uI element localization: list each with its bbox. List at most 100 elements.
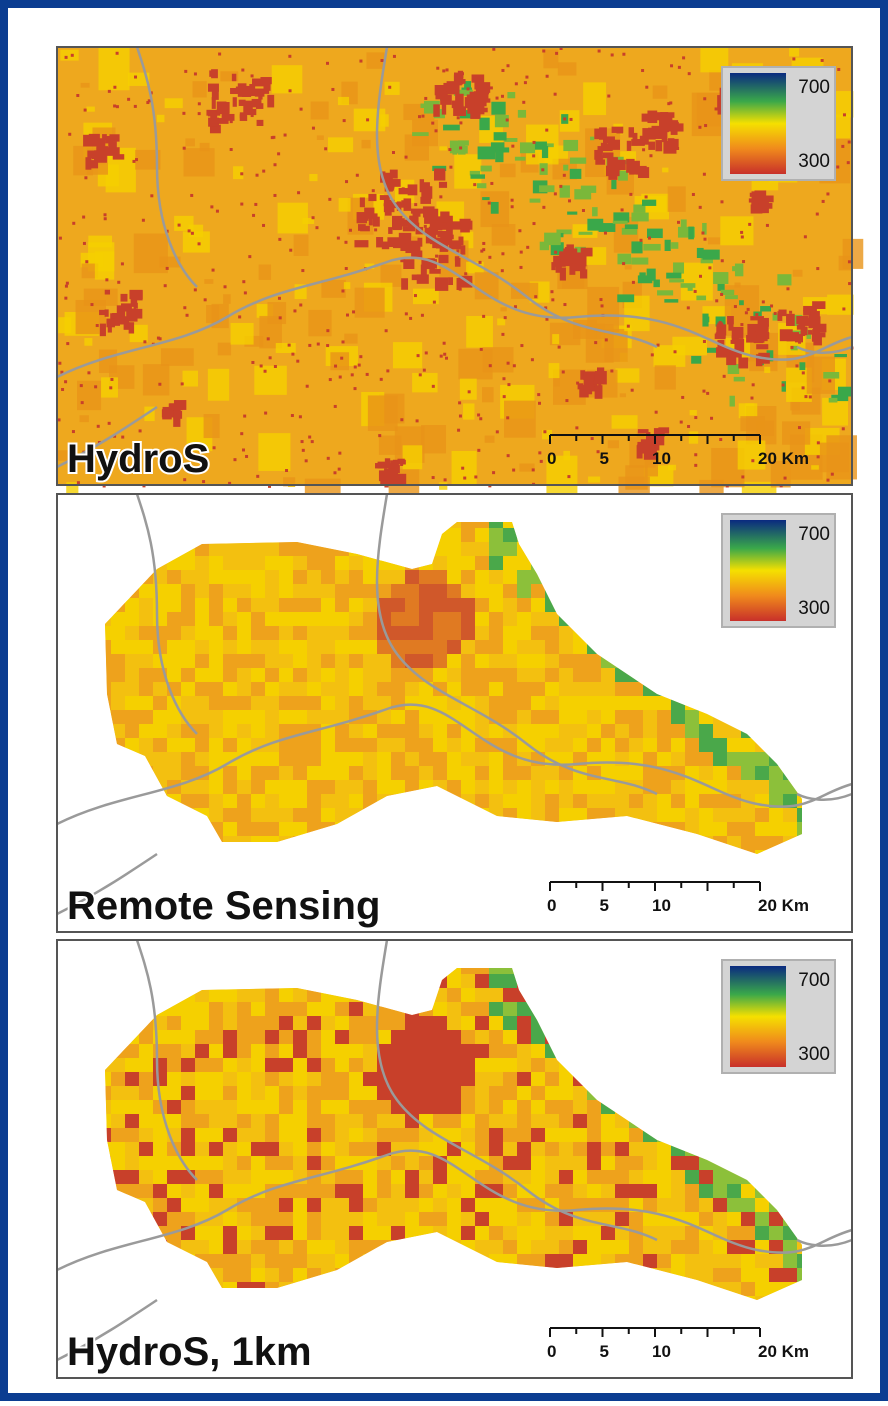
raster-cell — [307, 1226, 321, 1240]
urban-cell — [520, 251, 523, 254]
raster-cell — [209, 1254, 223, 1268]
raster-cell — [279, 1002, 293, 1016]
raster-cell — [307, 584, 321, 598]
urban-cell — [302, 449, 305, 452]
urban-cell — [423, 369, 426, 372]
raster-cell — [489, 542, 503, 556]
urban-cell — [532, 154, 535, 157]
raster-cell — [685, 710, 699, 724]
raster-cell — [265, 780, 279, 794]
urban-cell — [291, 353, 294, 356]
raster-cell — [489, 682, 503, 696]
urban-cell — [190, 194, 193, 197]
raster-cell — [503, 738, 517, 752]
raster-cell — [601, 1226, 615, 1240]
raster-cell — [377, 1128, 391, 1142]
raster-cell — [167, 1100, 181, 1114]
urban-cell — [349, 229, 352, 232]
raster-cell — [153, 626, 167, 640]
raster-cell — [405, 1198, 419, 1212]
raster-cell — [181, 612, 195, 626]
urban-cell — [841, 145, 844, 148]
urban-cell — [186, 314, 189, 317]
raster-cell — [209, 1044, 223, 1058]
raster-cell — [237, 766, 251, 780]
raster-cell — [237, 598, 251, 612]
raster-cell — [783, 1254, 797, 1268]
raster-cell — [447, 1016, 461, 1030]
urban-cell — [580, 259, 586, 271]
raster-cell — [335, 640, 349, 654]
raster-cell — [559, 1114, 573, 1128]
raster-cell — [335, 556, 349, 570]
raster-cell — [293, 766, 307, 780]
raster-cell — [741, 1212, 755, 1226]
raster-cell — [489, 1240, 503, 1254]
urban-cell — [181, 382, 184, 385]
raster-cell — [209, 1128, 223, 1142]
raster-cell — [223, 1170, 237, 1184]
raster-cell — [643, 794, 657, 808]
raster-cell — [183, 371, 198, 387]
raster-cell — [699, 724, 713, 738]
raster-cell — [559, 1226, 573, 1240]
urban-cell — [480, 250, 483, 253]
raster-cell — [223, 570, 237, 584]
urban-cell — [545, 129, 548, 132]
raster-cell — [475, 570, 489, 584]
urban-cell — [289, 249, 292, 252]
raster-cell — [237, 1072, 251, 1086]
raster-cell — [209, 808, 223, 822]
raster-cell — [237, 1114, 251, 1128]
urban-cell — [188, 229, 191, 232]
raster-cell — [727, 1268, 741, 1282]
raster-cell — [251, 822, 265, 836]
raster-cell — [699, 1170, 713, 1184]
raster-cell — [279, 626, 293, 640]
raster-cell — [335, 794, 349, 808]
raster-cell — [443, 125, 460, 131]
raster-cell — [391, 1072, 405, 1086]
raster-cell — [433, 668, 447, 682]
urban-cell — [704, 124, 707, 127]
raster-cell — [559, 1254, 573, 1268]
raster-cell — [421, 425, 446, 453]
raster-cell — [433, 1212, 447, 1226]
raster-cell — [279, 1254, 293, 1268]
urban-cell — [134, 76, 137, 79]
raster-cell — [209, 1058, 223, 1072]
raster-cell — [195, 598, 209, 612]
urban-cell — [105, 290, 110, 295]
raster-cell — [391, 1044, 405, 1058]
raster-cell — [363, 668, 377, 682]
raster-cell — [601, 724, 615, 738]
raster-cell — [223, 1254, 237, 1268]
urban-cell — [116, 105, 119, 108]
urban-cell — [560, 257, 563, 260]
urban-cell — [414, 294, 417, 297]
raster-cell — [363, 1226, 377, 1240]
raster-cell — [265, 1226, 279, 1240]
urban-cell — [194, 288, 197, 291]
raster-cell — [475, 752, 489, 766]
raster-cell — [195, 1156, 209, 1170]
raster-cell — [702, 250, 719, 260]
urban-cell — [242, 280, 245, 283]
raster-cell — [355, 288, 385, 318]
raster-cell — [363, 626, 377, 640]
raster-cell — [279, 1226, 293, 1240]
raster-cell — [308, 310, 331, 336]
raster-cell — [517, 766, 531, 780]
raster-cell — [463, 146, 468, 154]
raster-cell — [265, 724, 279, 738]
urban-cell — [421, 115, 424, 118]
urban-cell — [581, 248, 593, 257]
raster-cell — [741, 822, 755, 836]
scale-label: 20 Km — [758, 449, 809, 468]
raster-cell — [517, 1128, 531, 1142]
raster-cell — [545, 1212, 559, 1226]
urban-cell — [251, 74, 254, 77]
raster-cell — [481, 166, 492, 172]
raster-cell — [139, 1058, 153, 1072]
raster-cell — [447, 556, 461, 570]
